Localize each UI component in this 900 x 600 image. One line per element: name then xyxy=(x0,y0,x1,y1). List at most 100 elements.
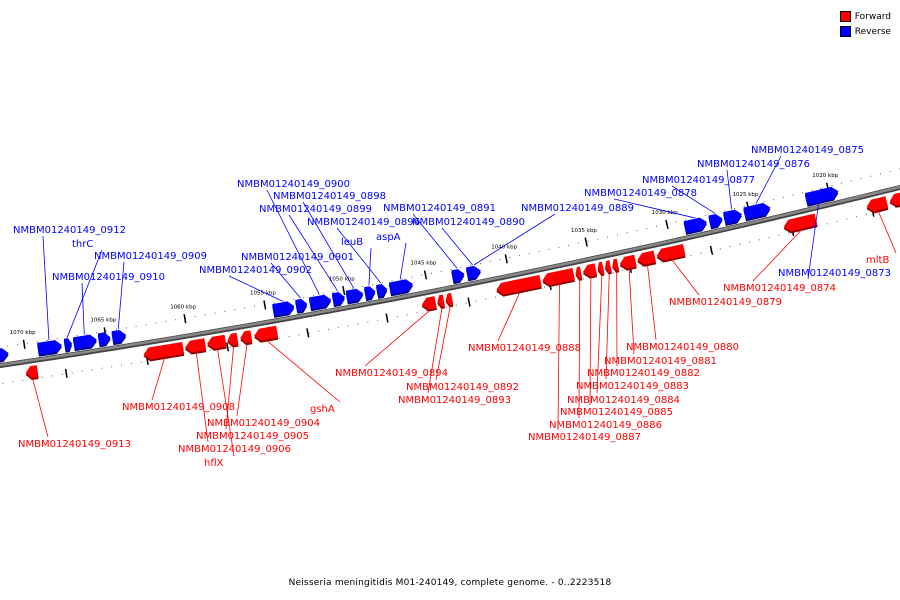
gene-arrow xyxy=(207,334,227,349)
gene-leader-line xyxy=(399,242,407,280)
gene-arrow xyxy=(63,338,73,351)
gene-label: NMBM01240149_0880 xyxy=(626,342,739,353)
gene-leader-line xyxy=(81,282,85,335)
gene-arrow xyxy=(656,243,686,261)
gene-leader-line xyxy=(427,307,443,394)
gene-arrow xyxy=(575,266,583,279)
gene-leader-line xyxy=(473,213,556,266)
scale-tick-label: 1065 kbp xyxy=(90,317,116,323)
gene-leader-line xyxy=(225,346,235,430)
gene-arrow xyxy=(185,338,207,353)
gene-label: NMBM01240149_0896 xyxy=(307,217,420,228)
gene-leader-line xyxy=(217,349,235,457)
gene-label: NMBM01240149_0892 xyxy=(406,382,519,393)
gene-label: NMBM01240149_0889 xyxy=(521,203,634,214)
gene-label: NMBM01240149_0876 xyxy=(697,159,810,170)
gene-leader-line xyxy=(497,292,521,342)
gene-arrow xyxy=(388,279,413,295)
gene-leader-line xyxy=(613,198,695,219)
scale-tick xyxy=(423,270,428,280)
gene-arrow xyxy=(421,296,437,310)
scale-tick-label: 1060 kbp xyxy=(170,304,196,310)
gene-leader-line xyxy=(671,185,715,214)
gene-label: NMBM01240149_0898 xyxy=(273,191,386,202)
gene-label: mltB xyxy=(866,255,889,266)
gene-leader-line xyxy=(412,213,458,269)
gene-leader-line xyxy=(435,306,451,381)
scale-tick xyxy=(467,297,471,307)
gene-label: aspA xyxy=(376,232,401,243)
gene-leader-line xyxy=(266,189,320,295)
gene-label: NMBM01240149_0902 xyxy=(199,265,312,276)
scale-tick-label: 1040 kbp xyxy=(491,245,517,251)
genome-caption: Neisseria meningitidis M01-240149, compl… xyxy=(288,578,612,588)
scale-tick xyxy=(64,368,68,378)
scale-tick xyxy=(226,342,230,352)
gene-leader-line xyxy=(368,247,372,286)
gene-label: NMBM01240149_0893 xyxy=(398,395,511,406)
gene-label: thrC xyxy=(72,239,93,250)
scale-tick-label: 1035 kbp xyxy=(571,228,597,234)
gene-label: NMBM01240149_0873 xyxy=(778,268,891,279)
gene-label: leuB xyxy=(341,237,363,248)
gene-label: NMBM01240149_0874 xyxy=(723,283,836,294)
gene-arrow xyxy=(637,250,657,265)
gene-arrow xyxy=(889,192,900,206)
gene-label: NMBM01240149_0885 xyxy=(560,407,673,418)
scale-tick xyxy=(504,254,508,264)
gene-label: NMBM01240149_0912 xyxy=(13,225,126,236)
scale-tick-label: 1070 kbp xyxy=(10,330,36,336)
gene-arrow xyxy=(708,214,723,228)
gene-arrow xyxy=(331,292,345,306)
gene-arrow xyxy=(605,260,612,273)
gene-arrow xyxy=(783,213,818,232)
gene-arrow xyxy=(582,263,598,277)
legend: Forward Reverse xyxy=(839,9,891,39)
gene-arrow xyxy=(375,283,388,297)
gene-arrow xyxy=(465,265,481,280)
gene-arrow xyxy=(743,203,771,220)
gene-leader-line xyxy=(605,273,610,380)
scale-tick-label: 1045 kbp xyxy=(411,261,437,267)
gene-leader-line xyxy=(270,262,301,299)
gene-arrow xyxy=(619,254,637,269)
legend-label-forward: Forward xyxy=(854,11,891,22)
gene-arrow xyxy=(308,294,332,310)
gene-label: NMBM01240149_0878 xyxy=(584,188,697,199)
gene-label: NMBM01240149_0887 xyxy=(528,432,641,443)
gene-label: NMBM01240149_0882 xyxy=(587,368,700,379)
scale-tick-label: 1055 kbp xyxy=(250,291,276,297)
gene-arrow xyxy=(345,288,364,303)
scale-tick-label: 1030 kbp xyxy=(652,210,678,216)
legend-label-reverse: Reverse xyxy=(854,26,891,37)
gene-label: NMBM01240149_0901 xyxy=(241,252,354,263)
gene-arrow xyxy=(804,186,839,205)
gene-label: NMBM01240149_0888 xyxy=(468,343,581,354)
gene-label: NMBM01240149_0875 xyxy=(751,145,864,156)
scale-tick xyxy=(183,314,187,324)
gene-arrow xyxy=(445,292,454,306)
gene-label: NMBM01240149_0890 xyxy=(412,217,525,228)
gene-leader-line xyxy=(228,275,283,302)
gene-leader-line xyxy=(726,169,733,210)
gene-leader-line xyxy=(42,235,50,341)
gene-leader-line xyxy=(807,188,822,280)
gene-arrow xyxy=(723,209,742,224)
gene-label: NMBM01240149_0910 xyxy=(52,272,165,283)
scale-tick-label: 1020 kbp xyxy=(812,173,838,179)
gene-arrow xyxy=(240,330,253,344)
gene-arrow xyxy=(364,286,376,300)
gene-leader-line xyxy=(671,259,700,296)
gene-arrow xyxy=(25,365,39,378)
gene-leader-line xyxy=(755,155,782,204)
gene-arrow xyxy=(0,348,9,361)
gene-leader-line xyxy=(878,211,897,254)
scale-tick-label: 1025 kbp xyxy=(732,192,758,198)
gene-label: NMBM01240149_0900 xyxy=(237,179,350,190)
scale-tick xyxy=(385,313,389,323)
legend-item-forward: Forward xyxy=(839,9,891,24)
gene-leader-line xyxy=(32,378,49,438)
scale-tick xyxy=(709,245,714,255)
gene-arrow xyxy=(496,274,542,295)
